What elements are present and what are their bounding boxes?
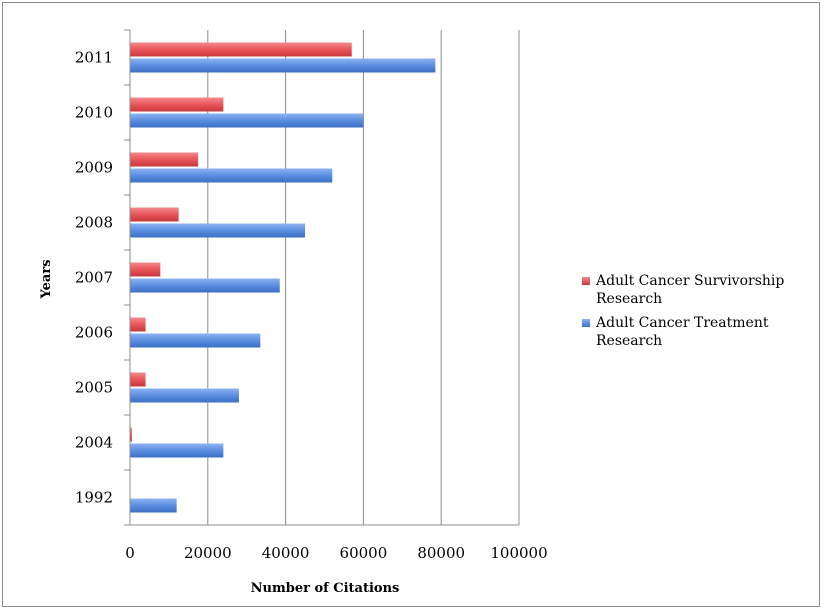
bar-treatment [130,388,239,403]
bar-survivorship [130,152,199,167]
bar-treatment [130,333,261,348]
y-tick-label: 2005 [75,379,113,397]
x-tick-label: 40000 [262,544,310,562]
legend: Adult Cancer Survivorship Research Adult… [582,272,822,356]
y-tick-label: 2006 [75,324,113,342]
bar-treatment [130,443,224,458]
bar-treatment [130,113,364,128]
x-tick-label: 0 [125,544,135,562]
x-axis-title: Number of Citations [251,581,400,596]
legend-swatch-treatment [582,319,590,327]
y-axis-title: Years [39,259,54,299]
y-tick-label: 2008 [75,214,113,232]
x-tick-label: 60000 [340,544,388,562]
y-tick-label: 2009 [75,159,113,177]
y-tick-label: 2004 [75,434,113,452]
bar-treatment [130,58,436,73]
legend-swatch-survivorship [582,277,590,285]
bar-survivorship [130,97,224,112]
axes [124,29,519,526]
bar-survivorship [130,427,132,442]
y-tick-label: 2007 [75,269,113,287]
bar-survivorship [130,207,179,222]
bar-survivorship [130,372,146,387]
bars [130,42,436,513]
tick-labels: 0 20000 40000 60000 80000 100000 2011 2010 2009 2… [75,49,548,563]
legend-label-survivorship: Adult Cancer Survivorship Research [596,273,785,307]
legend-label-treatment: Adult Cancer Treatment Research [596,315,769,349]
bar-treatment [130,498,177,513]
bar-survivorship [130,262,161,277]
bar-treatment [130,168,333,183]
bar-survivorship [130,317,146,332]
x-tick-label: 20000 [184,544,232,562]
y-tick-label: 2011 [75,49,113,67]
legend-item-treatment: Adult Cancer Treatment Research [582,314,822,350]
bar-survivorship [130,42,352,57]
bar-treatment [130,223,306,238]
x-tick-label: 100000 [490,544,547,562]
bar-treatment [130,278,280,293]
legend-item-survivorship: Adult Cancer Survivorship Research [582,272,822,308]
y-tick-label: 1992 [75,489,113,507]
y-tick-label: 2010 [75,104,113,122]
x-tick-label: 80000 [417,544,465,562]
gridlines [207,30,520,525]
